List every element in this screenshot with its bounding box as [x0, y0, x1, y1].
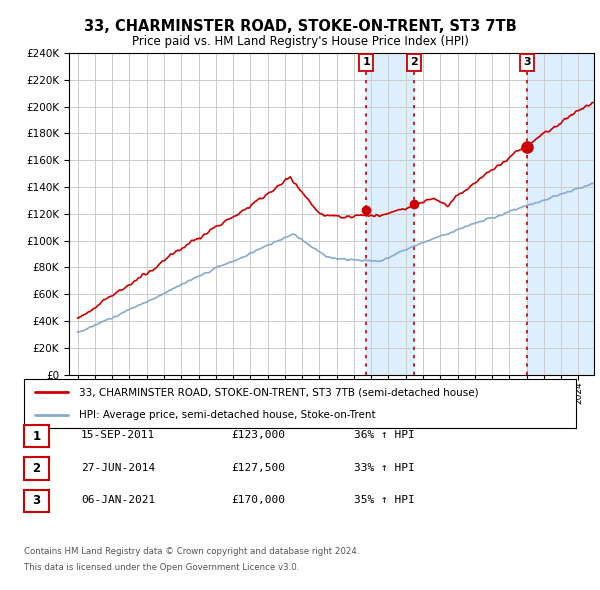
Text: Price paid vs. HM Land Registry's House Price Index (HPI): Price paid vs. HM Land Registry's House …: [131, 35, 469, 48]
Text: 2: 2: [410, 57, 418, 67]
Text: 3: 3: [32, 494, 41, 507]
Text: Contains HM Land Registry data © Crown copyright and database right 2024.: Contains HM Land Registry data © Crown c…: [24, 547, 359, 556]
Text: 27-JUN-2014: 27-JUN-2014: [81, 463, 155, 473]
Bar: [366, 53, 414, 375]
Text: This data is licensed under the Open Government Licence v3.0.: This data is licensed under the Open Gov…: [24, 563, 299, 572]
Text: 1: 1: [32, 430, 41, 442]
Text: 06-JAN-2021: 06-JAN-2021: [81, 496, 155, 505]
Text: 15-SEP-2011: 15-SEP-2011: [81, 431, 155, 440]
Text: 33% ↑ HPI: 33% ↑ HPI: [354, 463, 415, 473]
Text: 2: 2: [32, 462, 41, 475]
Text: HPI: Average price, semi-detached house, Stoke-on-Trent: HPI: Average price, semi-detached house,…: [79, 409, 376, 419]
Bar: [527, 53, 594, 375]
Text: 33, CHARMINSTER ROAD, STOKE-ON-TRENT, ST3 7TB (semi-detached house): 33, CHARMINSTER ROAD, STOKE-ON-TRENT, ST…: [79, 388, 479, 398]
Text: 3: 3: [523, 57, 531, 67]
Text: 33, CHARMINSTER ROAD, STOKE-ON-TRENT, ST3 7TB: 33, CHARMINSTER ROAD, STOKE-ON-TRENT, ST…: [83, 19, 517, 34]
Text: £170,000: £170,000: [231, 496, 285, 505]
Text: 35% ↑ HPI: 35% ↑ HPI: [354, 496, 415, 505]
Text: £123,000: £123,000: [231, 431, 285, 440]
Text: 1: 1: [362, 57, 370, 67]
Text: 36% ↑ HPI: 36% ↑ HPI: [354, 431, 415, 440]
Text: £127,500: £127,500: [231, 463, 285, 473]
